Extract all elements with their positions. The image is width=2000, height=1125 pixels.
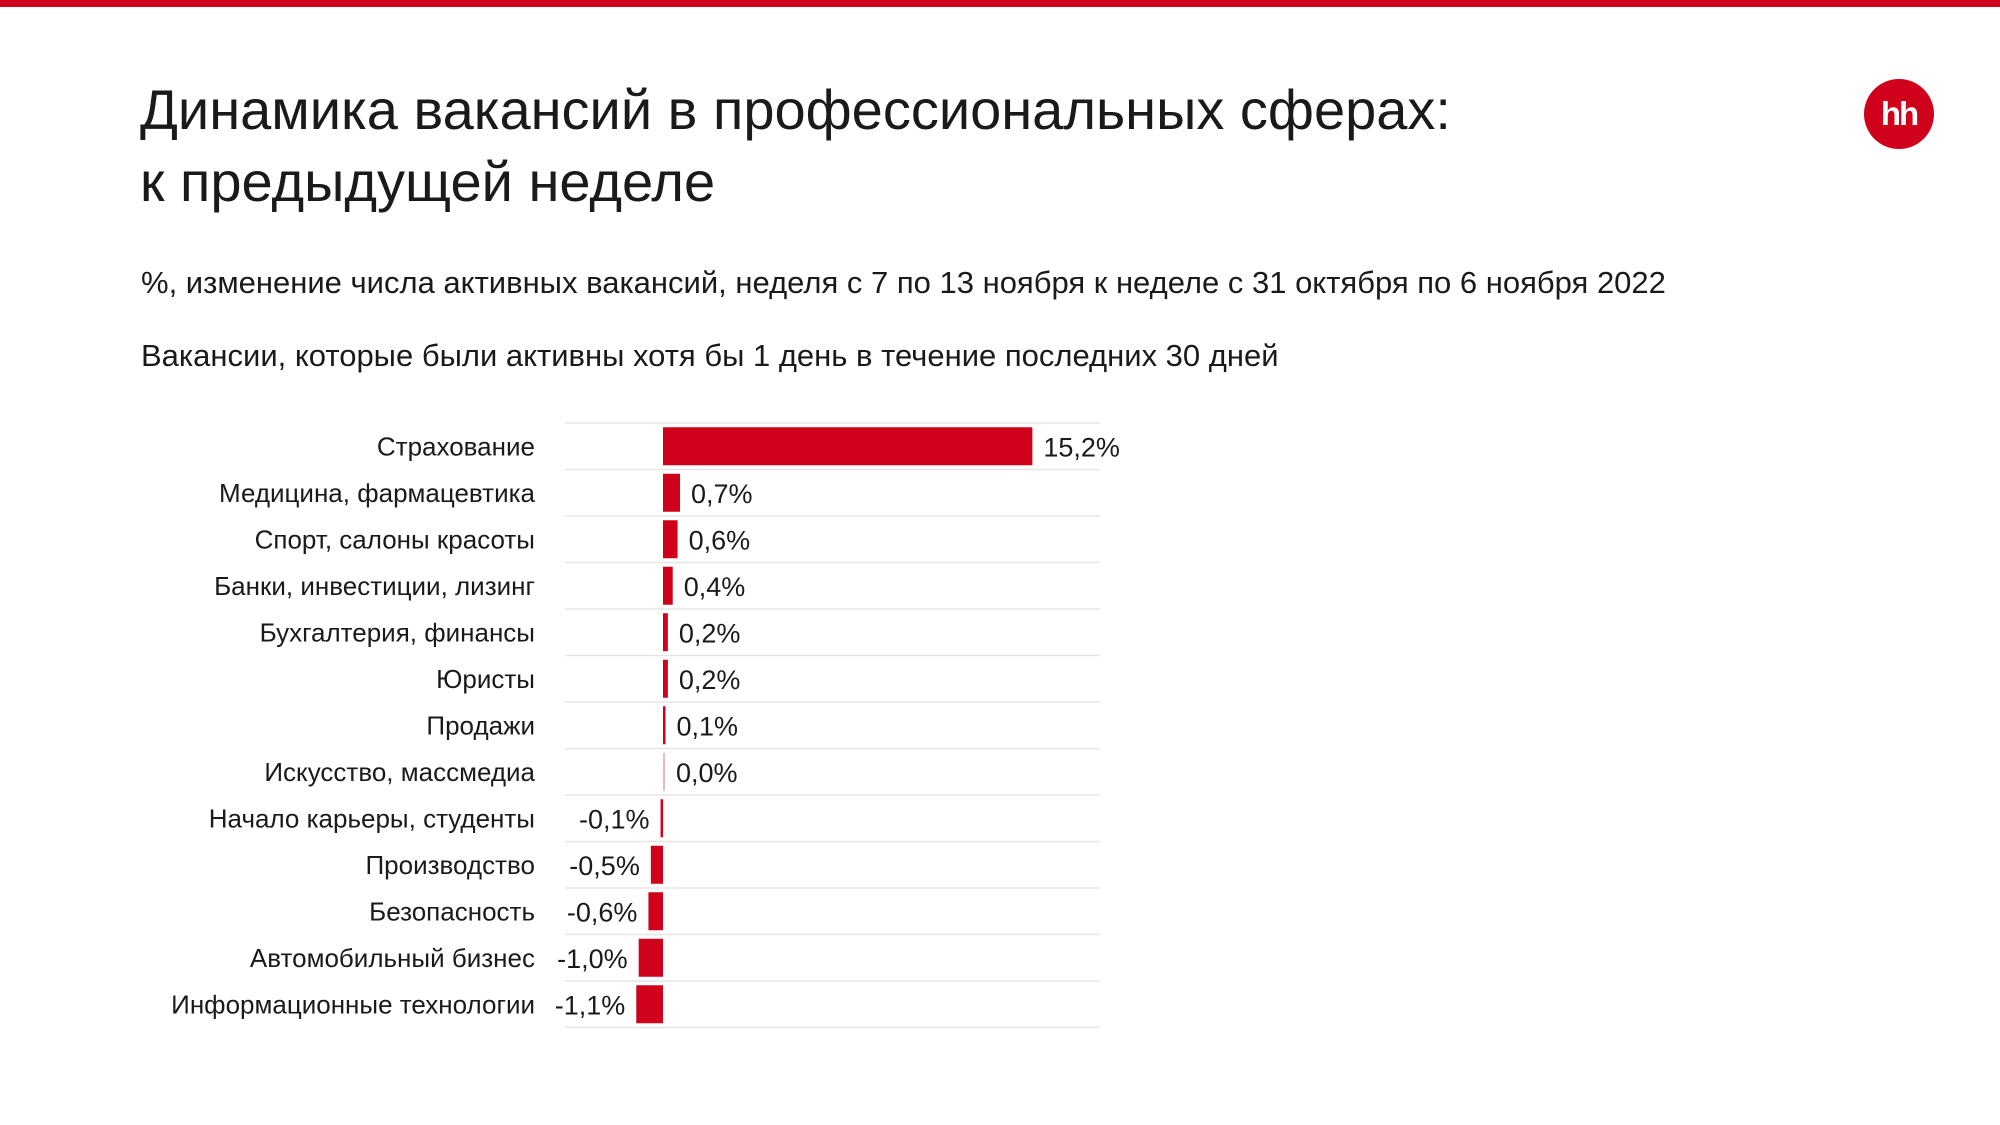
page-title: Динамика вакансий в профессиональных сфе… xyxy=(140,74,1800,218)
category-label: Информационные технологии xyxy=(171,989,535,1019)
chart-subtitle: %, изменение числа активных вакансий, не… xyxy=(141,265,1666,300)
value-label: -1,0% xyxy=(557,944,628,974)
value-label: 0,4% xyxy=(684,572,746,602)
value-label: 0,0% xyxy=(676,758,738,788)
value-label: 15,2% xyxy=(1043,432,1120,462)
bar xyxy=(663,706,666,745)
category-label: Бухгалтерия, финансы xyxy=(260,617,535,647)
bar xyxy=(663,566,673,605)
category-label: Автомобильный бизнес xyxy=(250,943,535,973)
category-label: Продажи xyxy=(426,710,535,740)
category-label: Банки, инвестиции, лизинг xyxy=(214,571,535,601)
value-label: 0,7% xyxy=(691,479,753,509)
value-label: -0,5% xyxy=(569,851,640,881)
bar xyxy=(663,520,678,559)
value-label: 0,1% xyxy=(677,711,739,741)
title-line-2: к предыдущей неделе xyxy=(140,150,716,213)
category-label: Производство xyxy=(365,850,535,880)
bar xyxy=(663,752,665,791)
bar xyxy=(648,892,663,931)
category-label: Искусство, массмедиа xyxy=(264,757,535,787)
bar xyxy=(663,473,681,512)
value-label: -0,6% xyxy=(567,897,638,927)
bar xyxy=(638,938,663,977)
value-label: 0,6% xyxy=(689,525,751,555)
category-label: Юристы xyxy=(436,664,535,694)
bar xyxy=(636,985,663,1024)
value-label: 0,2% xyxy=(679,618,741,648)
hh-logo: hh xyxy=(1864,79,1934,149)
category-label: Страхование xyxy=(377,431,535,461)
category-label: Медицина, фармацевтика xyxy=(219,478,536,508)
chart-note: Вакансии, которые были активны хотя бы 1… xyxy=(141,338,1279,373)
bar xyxy=(650,845,663,884)
bar xyxy=(663,659,668,698)
title-line-1: Динамика вакансий в профессиональных сфе… xyxy=(140,78,1451,141)
value-label: 0,2% xyxy=(679,665,741,695)
bar xyxy=(663,613,668,652)
category-label: Спорт, салоны красоты xyxy=(255,524,535,554)
top-accent-stripe xyxy=(0,0,2000,7)
bar xyxy=(660,799,664,838)
category-label: Безопасность xyxy=(369,896,535,926)
value-label: -1,1% xyxy=(555,990,626,1020)
value-label: -0,1% xyxy=(579,804,650,834)
bar xyxy=(663,427,1033,466)
category-label: Начало карьеры, студенты xyxy=(209,803,535,833)
